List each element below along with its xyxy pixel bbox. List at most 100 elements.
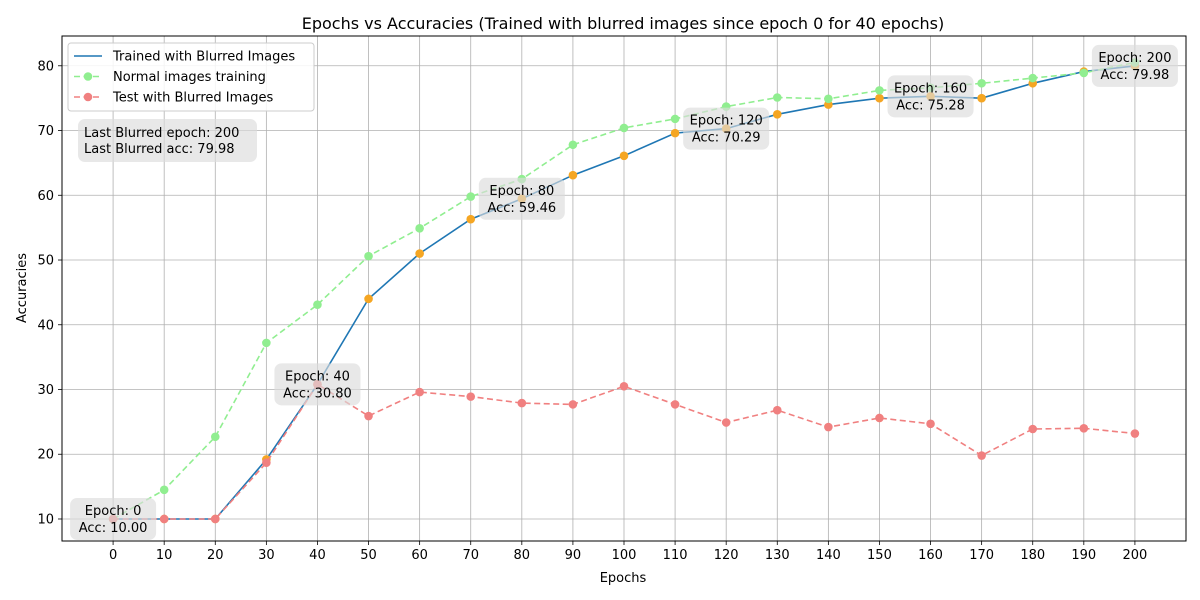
x-tick-label: 110: [663, 548, 688, 563]
annotation-text: Epoch: 0: [85, 504, 142, 519]
annotation-text: Acc: 75.28: [896, 98, 965, 113]
data-point: [824, 422, 833, 432]
x-tick-label: 50: [360, 548, 377, 563]
annotation-text: Acc: 10.00: [79, 521, 148, 536]
annotation-text: Epoch: 80: [489, 184, 554, 199]
x-tick-label: 100: [612, 548, 637, 563]
data-point: [466, 214, 476, 224]
legend-entry: Test with Blurred Images: [74, 91, 273, 106]
annotation-text: Acc: 30.80: [283, 386, 352, 401]
x-tick-label: 70: [462, 548, 479, 563]
legend-marker: [83, 92, 93, 102]
x-tick-label: 190: [1071, 548, 1096, 563]
data-point: [466, 392, 476, 401]
data-point: [210, 514, 220, 524]
data-point: [977, 78, 986, 88]
annotation: Epoch: 200 Acc: 79.98: [1091, 44, 1178, 87]
data-point: [875, 413, 884, 423]
y-axis-label: Accuracies: [15, 253, 30, 323]
data-point: [619, 151, 629, 161]
data-point: [210, 432, 220, 442]
data-point: [415, 223, 424, 233]
y-tick-label: 70: [37, 124, 54, 139]
annotation-text: Epoch: 40: [285, 369, 350, 384]
data-point: [364, 251, 373, 261]
data-point: [1079, 68, 1089, 78]
legend-frame: [67, 42, 315, 112]
data-point: [568, 400, 578, 409]
data-point: [824, 94, 833, 104]
data-point: [1028, 73, 1038, 83]
x-tick-label: 140: [816, 548, 841, 563]
data-point: [926, 419, 935, 429]
data-point: [875, 86, 884, 95]
y-tick-label: 80: [37, 59, 54, 74]
data-point: [772, 405, 782, 415]
data-point: [977, 451, 986, 460]
x-axis-label: Epochs: [600, 571, 647, 586]
annotation-text: Acc: 70.29: [692, 131, 761, 146]
data-point: [262, 338, 271, 348]
y-tick-label: 50: [37, 254, 54, 269]
data-point: [1130, 429, 1140, 438]
y-tick-label: 30: [37, 383, 54, 398]
data-point: [875, 93, 884, 103]
annotation-box: [274, 363, 361, 406]
series-2: [108, 58, 1140, 524]
annotation: Epoch: 0 Acc: 10.00: [70, 497, 157, 540]
data-point: [313, 300, 322, 309]
annotation-text: Acc: 59.46: [487, 201, 556, 216]
x-tick-label: 160: [918, 548, 943, 563]
chart-title: Epochs vs Accuracies (Trained with blurr…: [302, 14, 945, 33]
series-line: [113, 383, 1135, 520]
legend-label: Normal images training: [113, 70, 266, 85]
summary-text: Last Blurred epoch: 200: [84, 126, 239, 141]
annotation: Epoch: 40 Acc: 30.80: [274, 363, 361, 406]
summary-text: Last Blurred acc: 79.98: [84, 142, 235, 157]
x-tick-label: 60: [411, 548, 428, 563]
data-point: [466, 192, 476, 201]
data-point: [619, 123, 629, 133]
x-tick-label: 20: [207, 548, 224, 563]
annotation: Epoch: 160 Acc: 75.28: [887, 75, 974, 118]
annotation-box: [887, 75, 974, 118]
data-point: [772, 93, 782, 102]
x-tick-label: 10: [156, 548, 173, 563]
data-point: [670, 400, 680, 409]
annotation-box: [478, 177, 565, 220]
summary-box-bg: [78, 119, 257, 162]
x-tick-label: 130: [765, 548, 790, 563]
legend-marker: [83, 72, 93, 81]
annotation-text: Epoch: 160: [894, 81, 967, 96]
x-tick-label: 180: [1020, 548, 1045, 563]
series-3: [108, 380, 1140, 524]
data-point: [1028, 424, 1038, 434]
data-point: [415, 387, 424, 397]
x-tick-label: 120: [714, 548, 739, 563]
data-point: [670, 128, 680, 138]
annotation-box: [1091, 44, 1178, 87]
y-tick-label: 10: [37, 512, 54, 527]
x-tick-label: 80: [514, 548, 531, 563]
x-tick-label: 170: [969, 548, 994, 563]
data-point: [159, 514, 169, 524]
data-point: [517, 398, 527, 408]
data-point: [364, 411, 373, 421]
legend-entry: Trained with Blurred Images: [74, 50, 295, 65]
legend-label: Trained with Blurred Images: [112, 50, 295, 65]
data-point: [568, 140, 578, 150]
y-tick-label: 40: [37, 318, 54, 333]
data-point: [721, 418, 731, 427]
annotation-text: Acc: 79.98: [1101, 68, 1170, 83]
data-point: [262, 458, 271, 467]
legend-entry: Normal images training: [74, 70, 266, 85]
annotation: Epoch: 80 Acc: 59.46: [478, 177, 565, 220]
annotation: Epoch: 120 Acc: 70.29: [683, 107, 770, 150]
legend-label: Test with Blurred Images: [112, 91, 273, 106]
y-tick-label: 20: [37, 448, 54, 463]
x-tick-label: 150: [867, 548, 892, 563]
y-tick-label: 60: [37, 189, 54, 204]
annotation-box: [70, 497, 157, 540]
x-tick-label: 0: [109, 548, 117, 563]
